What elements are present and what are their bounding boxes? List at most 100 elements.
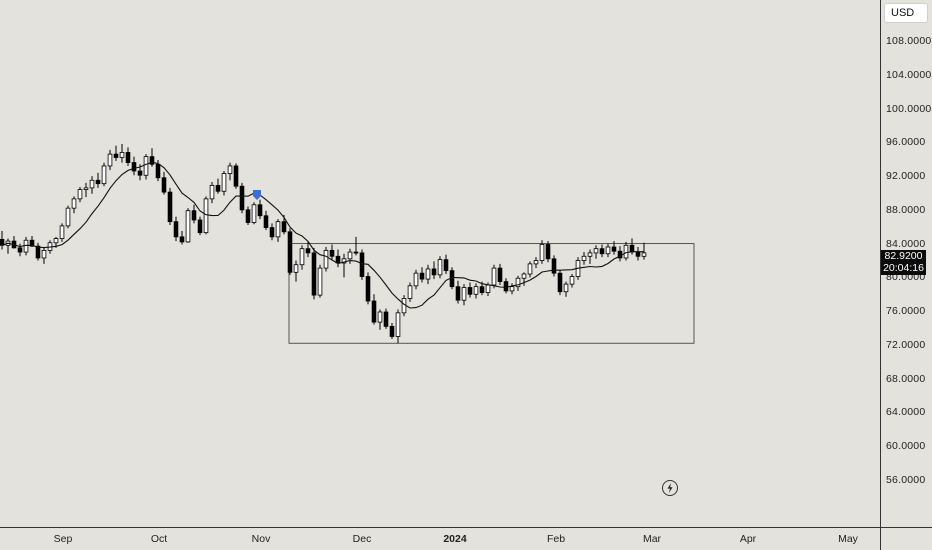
candle-body xyxy=(203,198,209,234)
candle xyxy=(413,269,419,290)
candle-body xyxy=(641,252,647,257)
candle-body xyxy=(365,276,371,302)
candle-body xyxy=(89,179,95,189)
candle-body xyxy=(77,189,83,200)
candle-body xyxy=(107,153,113,167)
candle-body xyxy=(131,162,137,172)
candle xyxy=(173,216,179,242)
candle-body xyxy=(461,287,467,301)
candle xyxy=(551,255,557,277)
candle-body xyxy=(413,272,419,287)
candle-body xyxy=(611,246,617,252)
candle-body xyxy=(167,191,173,223)
candle-body xyxy=(335,255,341,264)
candle xyxy=(617,246,623,262)
candlestick-chart[interactable] xyxy=(0,0,880,527)
candle-body xyxy=(215,184,221,192)
candle-body xyxy=(431,268,437,276)
candle-body xyxy=(455,286,461,301)
candle xyxy=(389,322,395,340)
candle xyxy=(305,241,311,258)
candle xyxy=(35,242,41,261)
candle-body xyxy=(599,248,605,255)
candle-body xyxy=(623,244,629,259)
time-scale[interactable] xyxy=(0,527,880,550)
candle xyxy=(221,171,227,196)
candle xyxy=(425,264,431,285)
price-axis-label: 100.0000 xyxy=(886,102,932,115)
candle-body xyxy=(251,204,257,223)
candle xyxy=(311,247,317,300)
candle xyxy=(371,294,377,325)
candle xyxy=(563,281,569,297)
candle-body xyxy=(473,286,479,295)
candle xyxy=(611,241,617,255)
candle-body xyxy=(137,170,143,176)
candle xyxy=(347,248,353,264)
candle-body xyxy=(293,264,299,273)
candle-body xyxy=(317,267,323,296)
replay-flash-button[interactable] xyxy=(662,480,678,496)
currency-selector[interactable]: USD xyxy=(884,3,928,23)
candle xyxy=(443,254,449,275)
candle-body xyxy=(155,163,161,179)
candle-body xyxy=(239,185,245,211)
candle-body xyxy=(275,221,281,238)
price-axis-label: 60.0000 xyxy=(886,440,926,453)
time-axis-label: 2024 xyxy=(443,533,467,545)
candle-body xyxy=(353,251,359,254)
candle xyxy=(233,163,239,189)
candle-body xyxy=(341,258,347,264)
candle-body xyxy=(227,165,233,174)
candle xyxy=(293,260,299,282)
candle xyxy=(131,156,137,176)
candle-body xyxy=(521,273,527,279)
candle-body xyxy=(113,153,119,158)
price-axis-label: 108.0000 xyxy=(886,35,932,47)
candle xyxy=(299,245,305,270)
candle-body xyxy=(17,247,23,253)
candle xyxy=(557,269,563,296)
candle-body xyxy=(95,179,101,185)
candle xyxy=(239,182,245,214)
time-axis-label: Apr xyxy=(739,533,757,545)
candle xyxy=(287,228,293,275)
candle-body xyxy=(497,267,503,283)
candle xyxy=(437,256,443,279)
price-axis-label: 64.0000 xyxy=(886,406,926,419)
price-scale[interactable] xyxy=(880,0,932,527)
candle xyxy=(0,230,5,250)
candle xyxy=(209,181,215,204)
candle xyxy=(125,147,131,166)
price-axis-label: 84.0000 xyxy=(886,237,926,250)
time-axis-label: Oct xyxy=(150,533,168,545)
candle-body xyxy=(545,244,551,260)
candle xyxy=(593,245,599,259)
candle-body xyxy=(551,258,557,274)
candle xyxy=(341,253,347,278)
candle-body xyxy=(0,238,5,246)
candle xyxy=(377,309,383,330)
range-box[interactable] xyxy=(288,243,695,344)
price-axis-label: 104.0000 xyxy=(886,68,932,81)
candle-body xyxy=(299,248,305,266)
candle-body xyxy=(527,263,533,275)
candle xyxy=(323,246,329,272)
candle xyxy=(251,202,257,225)
candle xyxy=(623,241,629,261)
marker-layer xyxy=(253,190,261,200)
candle-body xyxy=(389,325,395,337)
candle-body xyxy=(59,225,65,239)
candle-body xyxy=(305,248,311,254)
candle xyxy=(395,309,401,344)
candle xyxy=(269,223,275,241)
candle xyxy=(161,171,167,195)
candle-body xyxy=(209,184,215,200)
candle-body xyxy=(29,239,35,247)
candle-body xyxy=(119,152,125,158)
marker-pin[interactable] xyxy=(253,190,261,200)
candle xyxy=(383,308,389,329)
candle xyxy=(65,205,71,229)
candle xyxy=(521,272,527,286)
lightning-icon xyxy=(667,483,673,493)
